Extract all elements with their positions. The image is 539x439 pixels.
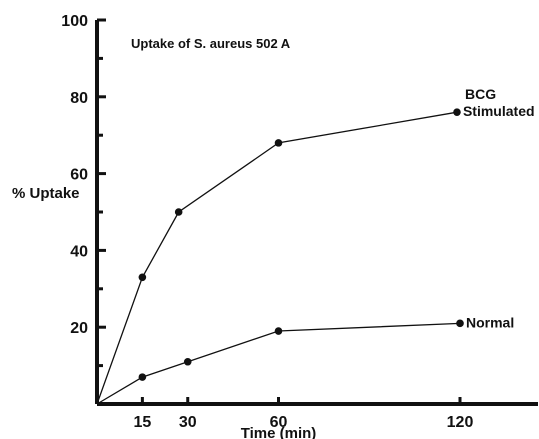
- data-point: [138, 373, 147, 381]
- y-tick-label: 80: [70, 90, 88, 107]
- data-point: [138, 273, 147, 282]
- series-line: [96, 111, 458, 405]
- y-tick-label: 100: [61, 13, 88, 30]
- data-point: [274, 327, 283, 335]
- series-label: Normal: [466, 314, 514, 330]
- series-1: Normal: [96, 314, 514, 405]
- data-point: [456, 319, 464, 328]
- x-tick-label: 120: [447, 414, 474, 431]
- y-tick-label: 60: [70, 167, 88, 184]
- x-axis-label: Time (min): [241, 425, 317, 439]
- data-point: [183, 357, 192, 366]
- chart-annotation: Uptake of S. aureus 502 A: [131, 36, 291, 51]
- x-tick-label: 60: [270, 414, 288, 431]
- y-tick-label: 20: [70, 320, 88, 337]
- data-point: [274, 139, 283, 147]
- axes: [95, 20, 538, 406]
- tick-labels: 20 40 60 80 100 15 30 60 120: [61, 13, 473, 431]
- y-axis-label: % Uptake: [12, 185, 80, 202]
- series-line: [96, 322, 461, 405]
- x-tick-label: 30: [179, 414, 197, 431]
- data-point: [174, 208, 183, 216]
- data-point: [453, 108, 461, 116]
- series-label: Stimulated: [463, 103, 535, 119]
- series-label: BCG: [465, 86, 496, 102]
- y-tick-label: 40: [70, 243, 88, 260]
- x-tick-label: 15: [133, 414, 151, 431]
- ticks: [97, 18, 462, 404]
